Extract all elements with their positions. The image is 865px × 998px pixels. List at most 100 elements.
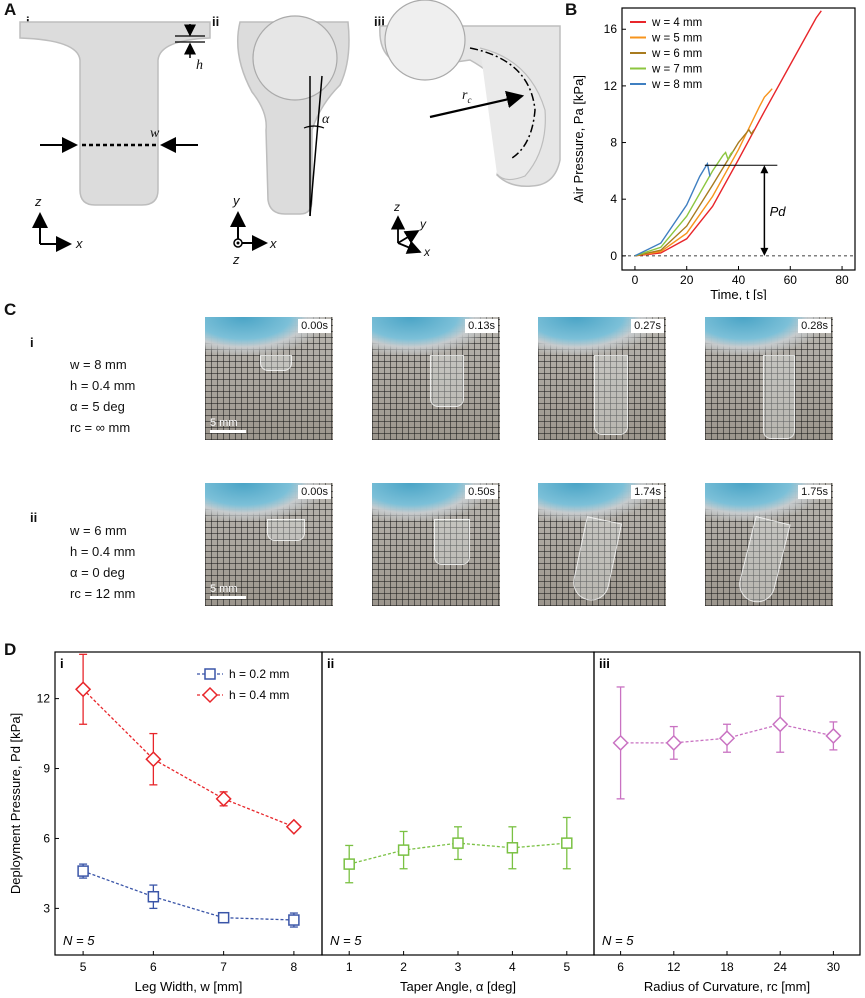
photo-row-i-frame-2: 0.13s (372, 317, 500, 440)
photo-row-ii-frame-2: 0.50s (372, 483, 500, 606)
timestamp: 0.27s (631, 319, 664, 333)
y-axis-label: Air Pressure, Pa [kPa] (571, 75, 586, 203)
series-line (82, 688, 295, 828)
subpanel-label: i (60, 656, 64, 671)
series-line-5 (634, 161, 711, 257)
timestamp: 0.28s (798, 319, 831, 333)
scale-bar-label: 5 mm (210, 417, 238, 429)
param-row-ii-w: w = 6 mm (70, 523, 127, 538)
series-line (82, 870, 294, 921)
data-point (452, 837, 464, 849)
y-tick-label: 3 (43, 901, 50, 915)
axis-z-a-ii: z (233, 252, 240, 267)
y-tick-label: 8 (610, 136, 617, 150)
x-tick-label: 18 (720, 960, 734, 974)
x-tick-label: 5 (563, 960, 570, 974)
schematic-straight-leg (19, 21, 211, 252)
subpanel-label: ii (327, 656, 334, 671)
series-line-4 (634, 150, 734, 257)
data-point (397, 844, 410, 856)
timestamp: 0.13s (465, 319, 498, 333)
panel-label-d: D (4, 640, 17, 659)
x-tick-label: 12 (667, 960, 681, 974)
data-point (825, 727, 842, 744)
legend-label-3: w = 6 mm (651, 48, 702, 60)
data-point (77, 865, 89, 877)
legend-label: h = 0.4 mm (229, 688, 289, 702)
data-point (343, 858, 355, 870)
x-tick-label: 80 (835, 273, 849, 287)
legend-label-5: w = 8 mm (651, 79, 702, 91)
schematic-curved-leg (379, 0, 561, 254)
y-tick-label: 9 (43, 762, 50, 776)
x-tick-label: 24 (774, 960, 788, 974)
x-tick-label: 0 (632, 273, 639, 287)
subpanel-label: iii (599, 656, 610, 671)
y-tick-label: 12 (604, 79, 618, 93)
panel-a-sub-iii: iii (374, 14, 385, 29)
label-rc: rc (462, 88, 471, 105)
pd-arrow-head-top (760, 165, 769, 174)
data-point (612, 734, 629, 751)
timestamp: 0.00s (298, 319, 331, 333)
panel-a-schematics (19, 0, 561, 254)
x-tick-label: 40 (732, 273, 746, 287)
y-axis-label: Deployment Pressure, Pd [kPa] (8, 713, 23, 894)
data-point (718, 730, 736, 747)
label-w: w (150, 126, 160, 141)
label-h: h (196, 58, 203, 73)
param-row-i-alpha: α = 5 deg (70, 399, 125, 414)
n-note: N = 5 (602, 933, 634, 948)
label-rc-sub: c (467, 94, 472, 105)
param-row-i-rc: rc = ∞ mm (70, 420, 131, 435)
x-tick-label: 6 (150, 960, 157, 974)
param-row-ii-alpha: α = 0 deg (70, 565, 125, 580)
timestamp: 1.75s (798, 485, 831, 499)
scale-bar: 5 mm (210, 417, 246, 433)
timestamp: 0.50s (465, 485, 498, 499)
data-point (285, 818, 302, 835)
x-tick-label: 60 (784, 273, 798, 287)
legend-label: h = 0.2 mm (229, 667, 289, 681)
x-tick-label: 4 (509, 960, 516, 974)
param-row-ii-h: h = 0.4 mm (70, 544, 136, 559)
x-tick-label: 7 (220, 960, 227, 974)
panel-label-b: B (565, 0, 578, 19)
data-point (75, 681, 92, 698)
x-tick-label: 8 (291, 960, 298, 974)
data-point (217, 911, 230, 924)
data-point (665, 734, 682, 751)
y-tick-label: 4 (610, 192, 617, 206)
data-point (506, 842, 519, 854)
x-axis-label: Taper Angle, α [deg] (400, 979, 516, 994)
timestamp: 0.00s (298, 485, 331, 499)
series-line-3 (634, 128, 755, 257)
x-tick-label: 20 (680, 273, 694, 287)
x-tick-label: 2 (400, 960, 407, 974)
data-point (561, 837, 573, 849)
x-axis-label: Leg Width, w [mm] (135, 979, 243, 994)
y-tick-label: 16 (604, 22, 618, 36)
n-note: N = 5 (330, 933, 362, 948)
scale-bar: 5 mm (210, 583, 246, 599)
photo-row-i-frame-4: 0.28s (705, 317, 833, 440)
schematic-tapered-leg (230, 15, 350, 251)
y-tick-label: 6 (43, 831, 50, 845)
axis-y-a-ii: y (233, 193, 240, 208)
series-line-2 (634, 88, 773, 257)
photo-row-ii-frame-4: 1.75s (705, 483, 833, 606)
x-tick-label: 30 (827, 960, 841, 974)
pd-arrow-head-bottom (760, 247, 769, 256)
data-point (288, 914, 300, 926)
timestamp: 1.74s (631, 485, 664, 499)
param-row-i-w: w = 8 mm (70, 357, 127, 372)
scale-bar-label: 5 mm (210, 583, 238, 595)
series-line-1 (634, 10, 822, 257)
param-row-ii-rc: rc = 12 mm (70, 586, 136, 601)
label-rc-main: r (462, 88, 468, 103)
pd-annotation: Pd (770, 204, 787, 219)
n-note: N = 5 (63, 933, 95, 948)
x-tick-label: 1 (346, 960, 353, 974)
axis-x-a-iii: x (424, 245, 430, 259)
plot-frame-2 (321, 651, 595, 956)
